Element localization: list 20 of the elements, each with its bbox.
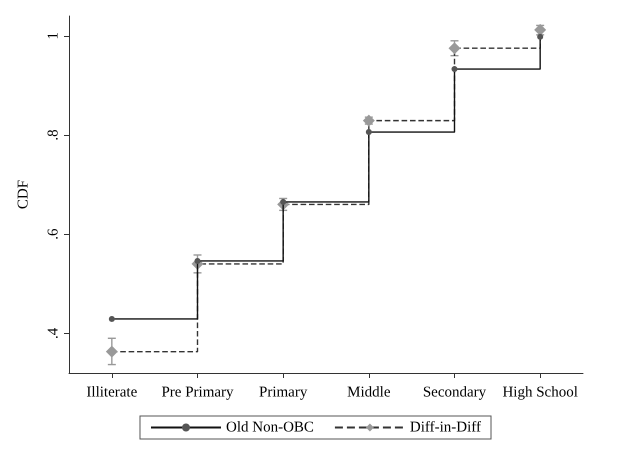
point	[280, 198, 286, 205]
y-tick-label: .8	[46, 129, 62, 141]
point	[106, 346, 118, 358]
x-tick-label: Secondary	[422, 384, 487, 400]
x-tick-label: Illiterate	[86, 384, 138, 400]
point	[194, 258, 200, 264]
x-tick-label: Pre Primary	[161, 384, 234, 400]
y-axis-title: CDF	[16, 180, 32, 210]
legend-label: Old Non-OBC	[226, 420, 314, 436]
x-tick-label: High School	[502, 384, 578, 400]
x-tick-label: Middle	[347, 384, 391, 400]
legend-label: Diff-in-Diff	[410, 420, 482, 436]
y-tick-label: .6	[46, 228, 62, 240]
point	[366, 129, 372, 136]
y-tick-label: 1	[46, 32, 62, 40]
point	[537, 34, 544, 40]
x-tick-label: Primary	[259, 384, 308, 400]
y-tick-label: .4	[46, 327, 62, 339]
point	[108, 316, 115, 322]
point	[452, 66, 458, 72]
